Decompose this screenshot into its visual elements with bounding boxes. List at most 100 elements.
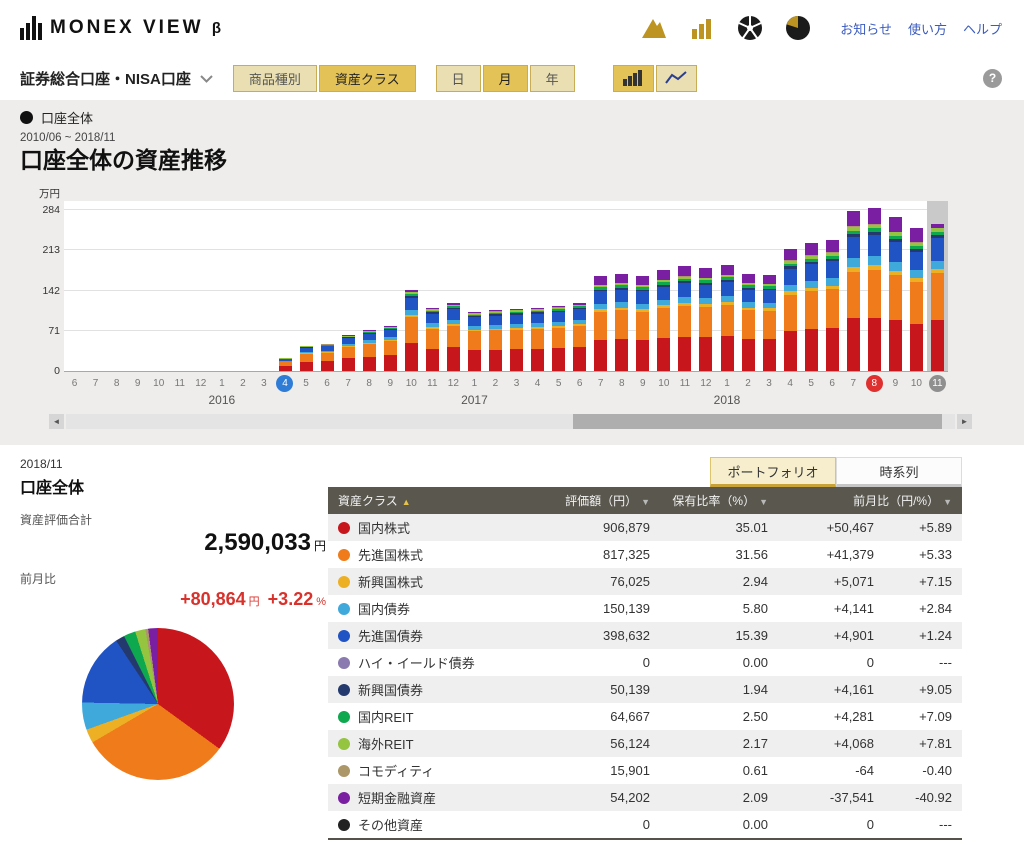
stacked-bar-2018-11[interactable] (930, 224, 944, 371)
stacked-bar-2018-7[interactable] (846, 211, 860, 371)
stacked-bar-2018-2[interactable] (741, 273, 755, 371)
tab-timeseries[interactable]: 時系列 (836, 457, 962, 487)
scroll-left-button[interactable]: ◄ (49, 414, 64, 429)
stacked-bar-2018-1[interactable] (720, 264, 734, 371)
yearly-button[interactable]: 年 (529, 64, 575, 92)
asset-row-6[interactable]: ハイ・イールド債券 0 0.00 0 --- (328, 649, 962, 676)
monex-logo[interactable]: MONEX VIEW β (20, 16, 221, 40)
stacked-bar-2018-6[interactable] (825, 239, 839, 371)
stacked-bar-2017-10[interactable] (657, 270, 671, 371)
asset-row-2[interactable]: 先進国株式 817,325 31.56 +41,379 +5.33 (328, 541, 962, 568)
bar-segment (510, 310, 524, 312)
asset-row-5[interactable]: 先進国債券 398,632 15.39 +4,901 +1.24 (328, 622, 962, 649)
stacked-bar-2018-9[interactable] (888, 216, 902, 371)
stacked-bar-2017-7[interactable] (594, 275, 608, 371)
stacked-bar-2018-5[interactable] (804, 243, 818, 371)
scrollbar-track[interactable] (66, 414, 955, 429)
performance-mountain-icon[interactable] (638, 13, 670, 43)
bar-segment (278, 366, 292, 371)
bar-segment (362, 343, 376, 357)
bar-segment (552, 325, 566, 328)
year-label: 2018 (713, 393, 741, 407)
top-header: MONEX VIEW β (0, 0, 1024, 56)
monthly-button[interactable]: 月 (482, 64, 528, 92)
header-asset-class[interactable]: 資産クラス ▲ (328, 487, 542, 514)
asset-row-8[interactable]: 国内REIT 64,667 2.50 +4,281 +7.09 (328, 703, 962, 730)
wheel-chart-icon[interactable] (734, 13, 766, 43)
stacked-bar-2017-2[interactable] (488, 309, 502, 371)
stacked-bar-2016-11[interactable] (425, 307, 439, 371)
bar-segment (909, 241, 923, 243)
stacked-bar-2017-12[interactable] (699, 267, 713, 371)
asset-class-button[interactable]: 資産クラス (318, 64, 416, 92)
stacked-bar-2017-6[interactable] (573, 303, 587, 371)
bar-segment (678, 276, 692, 277)
bar-segment (804, 291, 818, 329)
stacked-bar-2017-1[interactable] (467, 311, 481, 371)
stacked-bar-2018-10[interactable] (909, 228, 923, 371)
stacked-bar-2016-8[interactable] (362, 330, 376, 371)
stacked-bar-2017-3[interactable] (510, 308, 524, 371)
bar-segment (720, 275, 734, 278)
highlighted-month-label[interactable]: 11 (928, 374, 946, 392)
bar-segment (930, 224, 944, 228)
header-mom[interactable]: 前月比（円/%） ▼ (778, 487, 962, 514)
asset-row-10[interactable]: コモディティ 15,901 0.61 -64 -0.40 (328, 757, 962, 784)
bar-segment (846, 267, 860, 272)
notice-link[interactable]: お知らせ (840, 21, 892, 37)
stacked-bar-2016-6[interactable] (320, 343, 334, 371)
asset-row-3[interactable]: 新興国株式 76,025 2.94 +5,071 +7.15 (328, 568, 962, 595)
bar-chart-icon[interactable] (686, 13, 718, 43)
stacked-bar-2018-3[interactable] (762, 274, 776, 371)
asset-row-9[interactable]: 海外REIT 56,124 2.17 +4,068 +7.81 (328, 730, 962, 757)
account-selector[interactable]: 証券総合口座・NISA口座 (20, 68, 213, 89)
asset-row-4[interactable]: 国内債券 150,139 5.80 +4,141 +2.84 (328, 595, 962, 622)
header-ratio[interactable]: 保有比率（%） ▼ (660, 487, 778, 514)
line-view-button[interactable] (655, 64, 697, 92)
stacked-bar-2017-8[interactable] (615, 273, 629, 371)
bar-segment (720, 277, 734, 280)
stacked-bar-2016-9[interactable] (383, 325, 397, 371)
bar-view-button[interactable] (612, 64, 654, 92)
month-label: 8 (366, 377, 372, 389)
asset-row-1[interactable]: 国内株式 906,879 35.01 +50,467 +5.89 (328, 514, 962, 541)
stacked-bar-2017-9[interactable] (636, 275, 650, 371)
stacked-bar-2018-8[interactable] (867, 208, 881, 371)
stacked-bar-2017-11[interactable] (678, 266, 692, 371)
daily-button[interactable]: 日 (435, 64, 481, 92)
help-link[interactable]: ヘルプ (962, 21, 1002, 37)
bar-segment (404, 317, 418, 343)
product-type-button[interactable]: 商品種別 (232, 64, 317, 92)
stacked-bar-2016-4[interactable] (278, 358, 292, 371)
bar-segment (362, 342, 376, 344)
bar-segment (404, 297, 418, 311)
stacked-bar-2017-4[interactable] (531, 307, 545, 371)
header-value[interactable]: 評価額（円） ▼ (542, 487, 660, 514)
month-label: 5 (808, 377, 814, 389)
scroll-right-button[interactable]: ► (957, 414, 972, 429)
asset-row-11[interactable]: 短期金融資産 54,202 2.09 -37,541 -40.92 (328, 784, 962, 811)
scrollbar-thumb[interactable] (572, 414, 942, 429)
month-label: 10 (153, 377, 165, 389)
bar-segment (720, 304, 734, 336)
stacked-bar-2016-12[interactable] (446, 303, 460, 371)
tab-portfolio[interactable]: ポートフォリオ (710, 457, 836, 487)
mom-pct-cell: +7.15 (919, 574, 952, 589)
highlighted-month-label[interactable]: 8 (865, 374, 883, 392)
pie-chart-icon[interactable] (782, 13, 814, 43)
stacked-bar-2018-4[interactable] (783, 248, 797, 371)
stacked-bar-2017-5[interactable] (552, 305, 566, 371)
chart-scrollbar[interactable]: ◄ ► (49, 414, 972, 429)
highlighted-month-label[interactable]: 4 (276, 374, 294, 392)
bar-segment (846, 237, 860, 259)
bar-segment (510, 324, 524, 328)
bar-segment (488, 349, 502, 371)
usage-link[interactable]: 使い方 (907, 21, 947, 37)
help-icon[interactable]: ? (983, 68, 1002, 88)
stacked-bar-2016-5[interactable] (299, 345, 313, 371)
stacked-bar-2016-10[interactable] (404, 290, 418, 371)
asset-row-12[interactable]: その他資産 0 0.00 0 --- (328, 811, 962, 839)
stacked-bar-2016-7[interactable] (341, 334, 355, 371)
month-label: 12 (447, 377, 459, 389)
asset-row-7[interactable]: 新興国債券 50,139 1.94 +4,161 +9.05 (328, 676, 962, 703)
